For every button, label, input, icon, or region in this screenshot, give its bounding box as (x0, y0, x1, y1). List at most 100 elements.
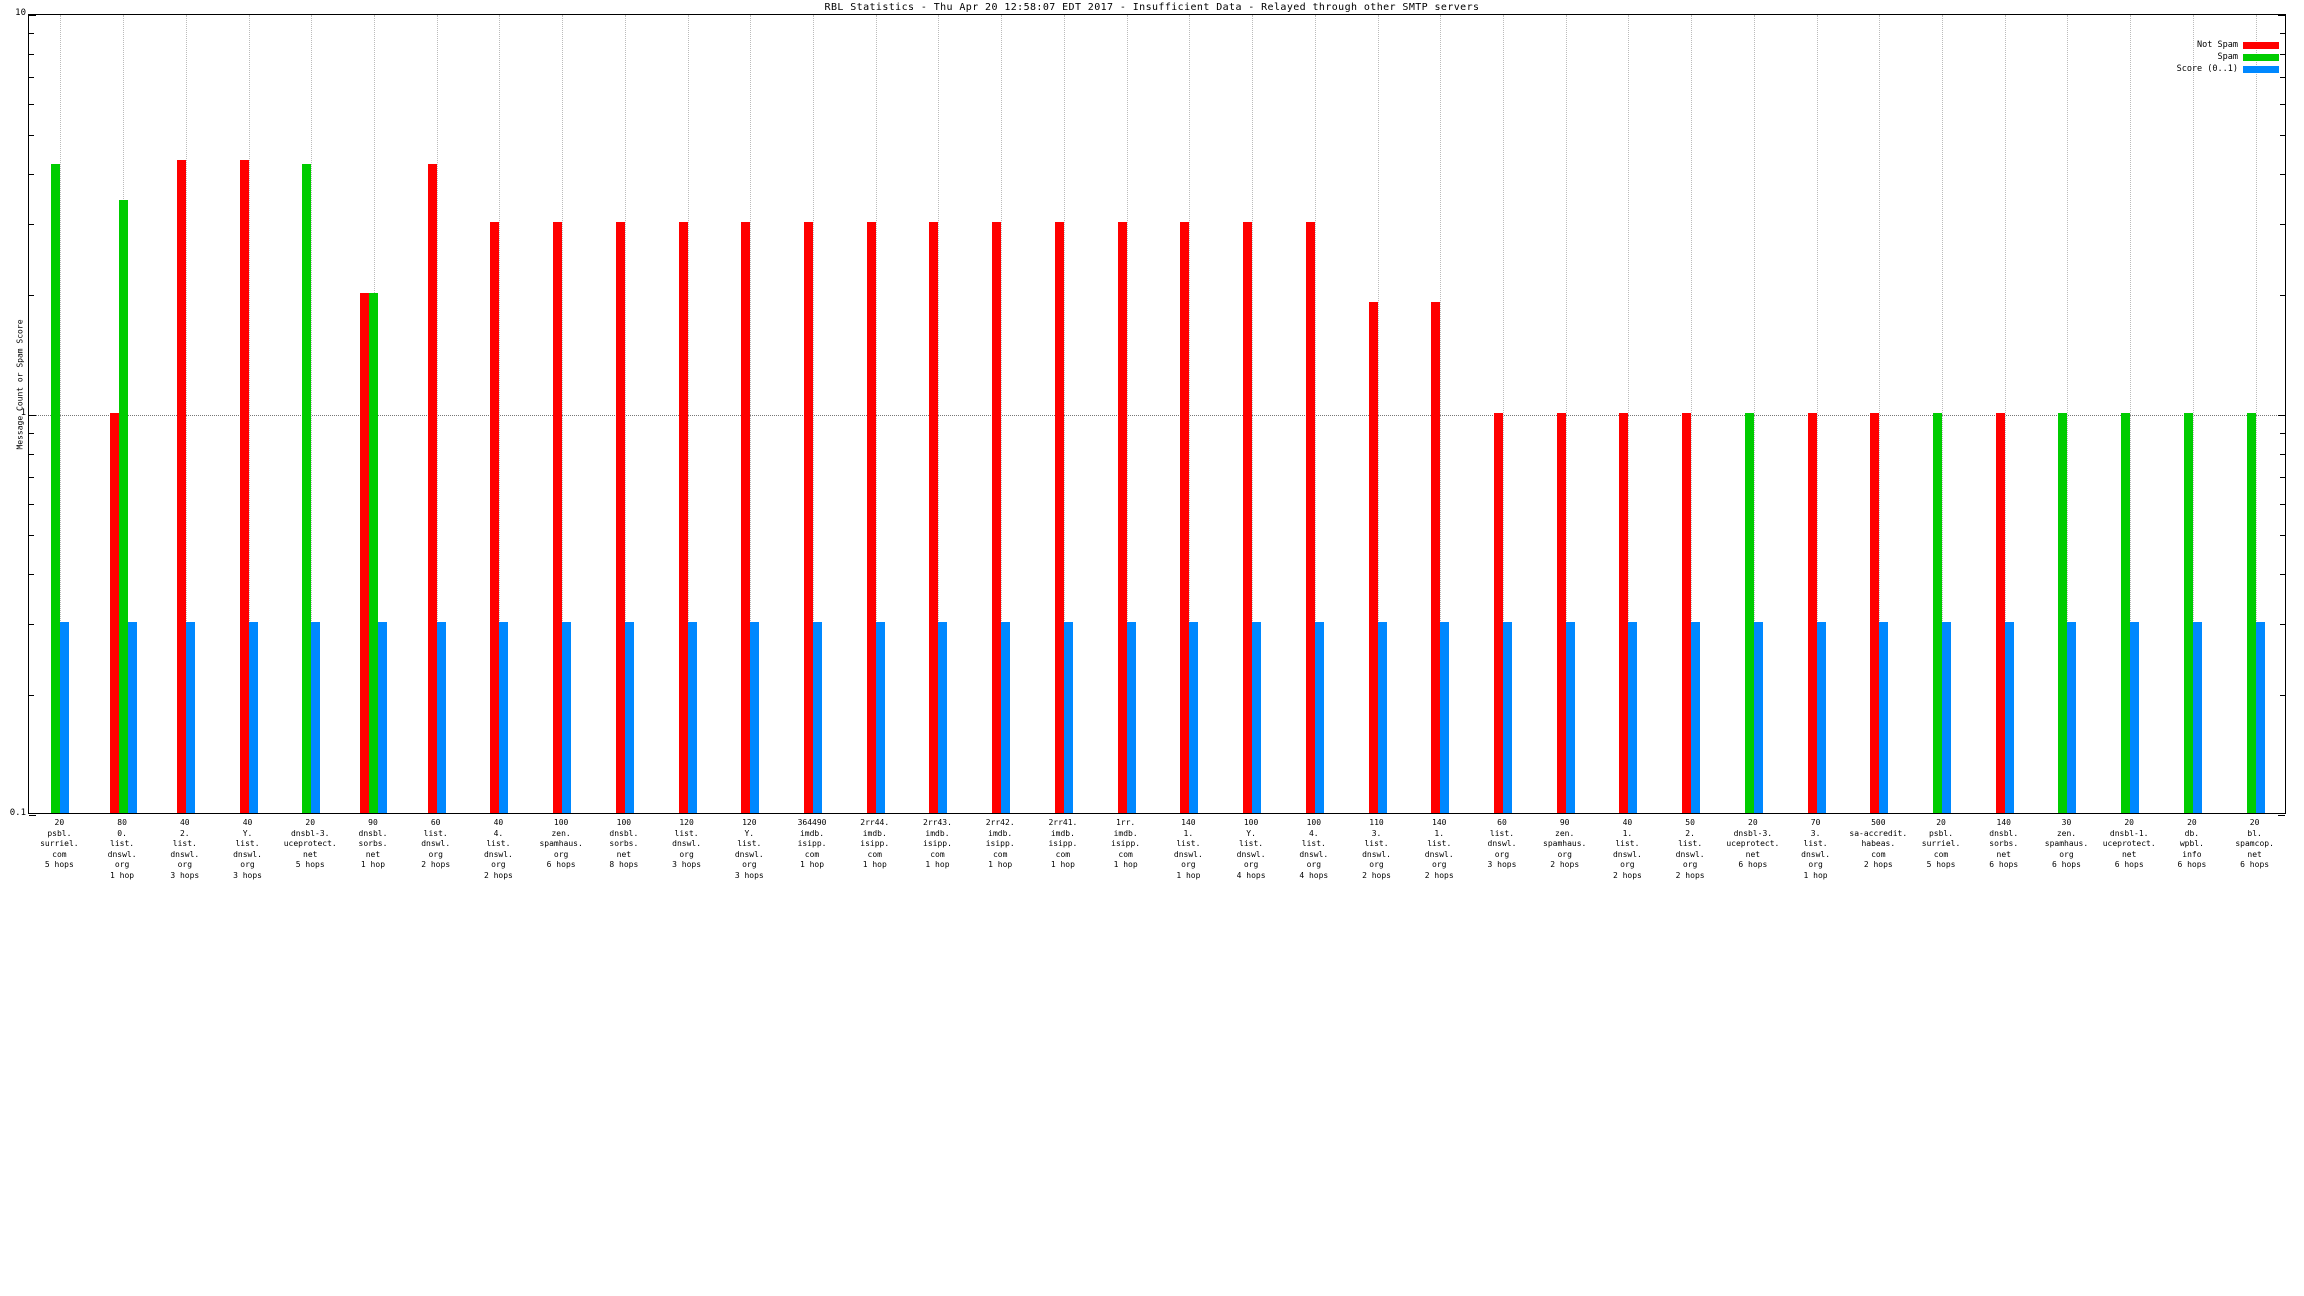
bar-group[interactable] (217, 15, 280, 813)
bar-notspam[interactable] (929, 222, 939, 813)
bar-notspam[interactable] (360, 292, 370, 813)
bar-notspam[interactable] (1493, 413, 1503, 813)
bar-notspam[interactable] (1305, 222, 1315, 813)
bar-score[interactable] (1252, 622, 1262, 813)
bar-group[interactable] (970, 15, 1033, 813)
bar-group[interactable] (594, 15, 657, 813)
bar-spam[interactable] (118, 200, 128, 813)
bar-group[interactable] (154, 15, 217, 813)
bar-group[interactable] (1221, 15, 1284, 813)
bar-score[interactable] (2192, 622, 2202, 813)
bar-spam[interactable] (2058, 413, 2068, 813)
bar-score[interactable] (2004, 622, 2014, 813)
bar-score[interactable] (750, 622, 760, 813)
bar-spam[interactable] (1933, 413, 1943, 813)
bar-score[interactable] (2255, 622, 2265, 813)
bar-group[interactable] (1973, 15, 2036, 813)
bar-score[interactable] (1440, 622, 1450, 813)
bar-notspam[interactable] (239, 159, 249, 813)
bar-notspam[interactable] (804, 222, 814, 813)
bar-group[interactable] (907, 15, 970, 813)
bar-notspam[interactable] (1368, 301, 1378, 813)
bar-notspam[interactable] (109, 413, 119, 813)
bar-score[interactable] (938, 622, 948, 813)
bar-group[interactable] (2224, 15, 2285, 813)
bar-notspam[interactable] (1243, 222, 1253, 813)
bar-score[interactable] (1942, 622, 1952, 813)
bar-notspam[interactable] (615, 222, 625, 813)
bar-group[interactable] (29, 15, 92, 813)
bar-group[interactable] (1033, 15, 1096, 813)
bar-spam[interactable] (2183, 413, 2193, 813)
bar-score[interactable] (1377, 622, 1387, 813)
bar-score[interactable] (687, 622, 697, 813)
bar-group[interactable] (405, 15, 468, 813)
bar-notspam[interactable] (1870, 413, 1880, 813)
bar-notspam[interactable] (866, 222, 876, 813)
bar-notspam[interactable] (741, 222, 751, 813)
bar-group[interactable] (1911, 15, 1974, 813)
bar-group[interactable] (1472, 15, 1535, 813)
bar-score[interactable] (1189, 622, 1199, 813)
bar-group[interactable] (1597, 15, 1660, 813)
bar-score[interactable] (875, 622, 885, 813)
bar-notspam[interactable] (553, 222, 563, 813)
bar-notspam[interactable] (490, 222, 500, 813)
bar-notspam[interactable] (1619, 413, 1629, 813)
bar-score[interactable] (248, 622, 258, 813)
bar-notspam[interactable] (678, 222, 688, 813)
bar-score[interactable] (1628, 622, 1638, 813)
bar-score[interactable] (1753, 622, 1763, 813)
bar-group[interactable] (1409, 15, 1472, 813)
bar-score[interactable] (311, 622, 321, 813)
bar-score[interactable] (562, 622, 572, 813)
bar-score[interactable] (624, 622, 634, 813)
bar-spam[interactable] (2246, 413, 2256, 813)
bar-notspam[interactable] (1180, 222, 1190, 813)
bar-group[interactable] (2099, 15, 2162, 813)
bar-group[interactable] (531, 15, 594, 813)
bar-notspam[interactable] (427, 163, 437, 813)
bar-score[interactable] (127, 622, 137, 813)
bar-group[interactable] (1346, 15, 1409, 813)
bar-group[interactable] (280, 15, 343, 813)
bar-group[interactable] (92, 15, 155, 813)
bar-group[interactable] (1785, 15, 1848, 813)
bar-spam[interactable] (1744, 413, 1754, 813)
bar-spam[interactable] (51, 163, 61, 813)
bar-spam[interactable] (369, 292, 379, 813)
bar-score[interactable] (60, 622, 70, 813)
bar-group[interactable] (782, 15, 845, 813)
bar-notspam[interactable] (1807, 413, 1817, 813)
bar-group[interactable] (1534, 15, 1597, 813)
bar-score[interactable] (1816, 622, 1826, 813)
bar-group[interactable] (2036, 15, 2099, 813)
bar-score[interactable] (1126, 622, 1136, 813)
bar-group[interactable] (1723, 15, 1786, 813)
bar-score[interactable] (436, 622, 446, 813)
bar-group[interactable] (1283, 15, 1346, 813)
bar-notspam[interactable] (992, 222, 1002, 813)
bar-notspam[interactable] (1054, 222, 1064, 813)
bar-score[interactable] (1565, 622, 1575, 813)
bar-score[interactable] (1063, 622, 1073, 813)
bar-group[interactable] (1158, 15, 1221, 813)
bar-score[interactable] (1502, 622, 1512, 813)
bar-score[interactable] (378, 622, 388, 813)
bar-group[interactable] (844, 15, 907, 813)
bar-group[interactable] (656, 15, 719, 813)
bar-score[interactable] (499, 622, 509, 813)
bar-score[interactable] (2067, 622, 2077, 813)
bar-score[interactable] (813, 622, 823, 813)
bar-group[interactable] (719, 15, 782, 813)
bar-score[interactable] (185, 622, 195, 813)
bar-notspam[interactable] (1995, 413, 2005, 813)
bar-group[interactable] (343, 15, 406, 813)
bar-notspam[interactable] (1556, 413, 1566, 813)
bar-score[interactable] (2130, 622, 2140, 813)
bar-spam[interactable] (2121, 413, 2131, 813)
bar-group[interactable] (2162, 15, 2225, 813)
bar-score[interactable] (1001, 622, 1011, 813)
bar-score[interactable] (1879, 622, 1889, 813)
bar-notspam[interactable] (1117, 222, 1127, 813)
